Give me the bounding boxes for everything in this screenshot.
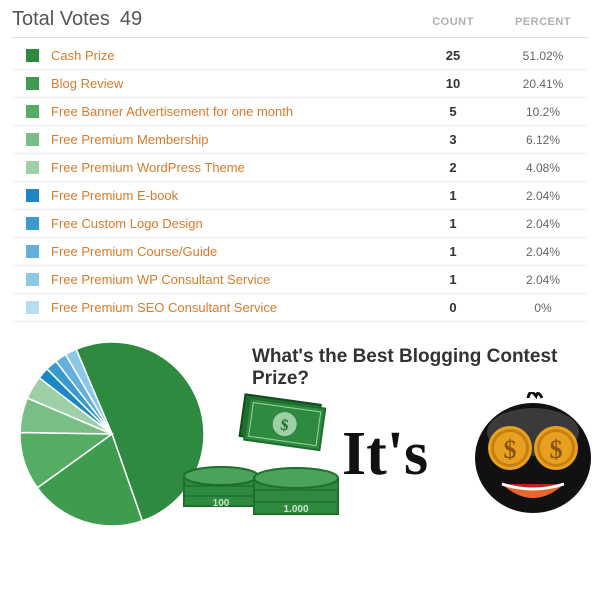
percent-value: 0% bbox=[498, 301, 588, 315]
table-row: Free Premium Course/Guide12.04% bbox=[12, 238, 588, 266]
table-row: Free Premium WordPress Theme24.08% bbox=[12, 154, 588, 182]
color-swatch bbox=[26, 217, 39, 230]
option-label[interactable]: Free Banner Advertisement for one month bbox=[51, 104, 408, 119]
count-value: 10 bbox=[408, 76, 498, 91]
count-column-header: COUNT bbox=[408, 16, 498, 28]
svg-text:$: $ bbox=[504, 435, 517, 464]
table-row: Free Premium E-book12.04% bbox=[12, 182, 588, 210]
table-header: Total Votes 49 COUNT PERCENT bbox=[12, 8, 588, 38]
table-row: Free Custom Logo Design12.04% bbox=[12, 210, 588, 238]
table-row: Free Banner Advertisement for one month5… bbox=[12, 98, 588, 126]
column-headers: COUNT PERCENT bbox=[408, 16, 588, 28]
option-label[interactable]: Free Premium Membership bbox=[51, 132, 408, 147]
option-label[interactable]: Blog Review bbox=[51, 76, 408, 91]
percent-value: 20.41% bbox=[498, 77, 588, 91]
table-row: Free Premium Membership36.12% bbox=[12, 126, 588, 154]
percent-value: 4.08% bbox=[498, 161, 588, 175]
count-value: 5 bbox=[408, 104, 498, 119]
count-value: 25 bbox=[408, 48, 498, 63]
color-swatch bbox=[26, 301, 39, 314]
percent-value: 2.04% bbox=[498, 189, 588, 203]
option-label[interactable]: Free Premium SEO Consultant Service bbox=[51, 300, 408, 315]
percent-value: 10.2% bbox=[498, 105, 588, 119]
percent-value: 51.02% bbox=[498, 49, 588, 63]
svg-text:$: $ bbox=[550, 435, 563, 464]
color-swatch bbox=[26, 49, 39, 62]
count-value: 3 bbox=[408, 132, 498, 147]
table-row: Free Premium SEO Consultant Service00% bbox=[12, 294, 588, 322]
color-swatch bbox=[26, 105, 39, 118]
color-swatch bbox=[26, 273, 39, 286]
option-label[interactable]: Free Premium E-book bbox=[51, 188, 408, 203]
option-label[interactable]: Cash Prize bbox=[51, 48, 408, 63]
option-label[interactable]: Free Premium WP Consultant Service bbox=[51, 272, 408, 287]
table-row: Blog Review1020.41% bbox=[12, 70, 588, 98]
table-row: Free Premium WP Consultant Service12.04% bbox=[12, 266, 588, 294]
count-value: 1 bbox=[408, 188, 498, 203]
percent-column-header: PERCENT bbox=[498, 16, 588, 28]
percent-value: 6.12% bbox=[498, 133, 588, 147]
color-swatch bbox=[26, 161, 39, 174]
color-swatch bbox=[26, 77, 39, 90]
color-swatch bbox=[26, 133, 39, 146]
count-value: 0 bbox=[408, 300, 498, 315]
svg-text:100: 100 bbox=[213, 498, 230, 509]
option-label[interactable]: Free Custom Logo Design bbox=[51, 216, 408, 231]
count-value: 1 bbox=[408, 272, 498, 287]
percent-value: 2.04% bbox=[498, 245, 588, 259]
count-value: 2 bbox=[408, 160, 498, 175]
percent-value: 2.04% bbox=[498, 273, 588, 287]
money-eyes-emoji-icon: $ $ bbox=[468, 392, 598, 522]
color-swatch bbox=[26, 189, 39, 202]
color-swatch bbox=[26, 245, 39, 258]
option-label[interactable]: Free Premium WordPress Theme bbox=[51, 160, 408, 175]
svg-text:1.000: 1.000 bbox=[283, 504, 308, 515]
total-votes-count: 49 bbox=[120, 8, 142, 31]
money-icon: $ 100 1.000 bbox=[180, 378, 340, 528]
infographic-section: $ 100 1.000 What's the Best Blogging Con… bbox=[12, 334, 588, 554]
table-row: Cash Prize2551.02% bbox=[12, 42, 588, 70]
total-votes-label: Total Votes bbox=[12, 8, 110, 31]
question-text: What's the Best Blogging Contest Prize? bbox=[252, 346, 588, 390]
count-value: 1 bbox=[408, 244, 498, 259]
percent-value: 2.04% bbox=[498, 217, 588, 231]
results-table: Cash Prize2551.02%Blog Review1020.41%Fre… bbox=[12, 42, 588, 322]
its-text: It's bbox=[342, 419, 428, 490]
option-label[interactable]: Free Premium Course/Guide bbox=[51, 244, 408, 259]
count-value: 1 bbox=[408, 216, 498, 231]
